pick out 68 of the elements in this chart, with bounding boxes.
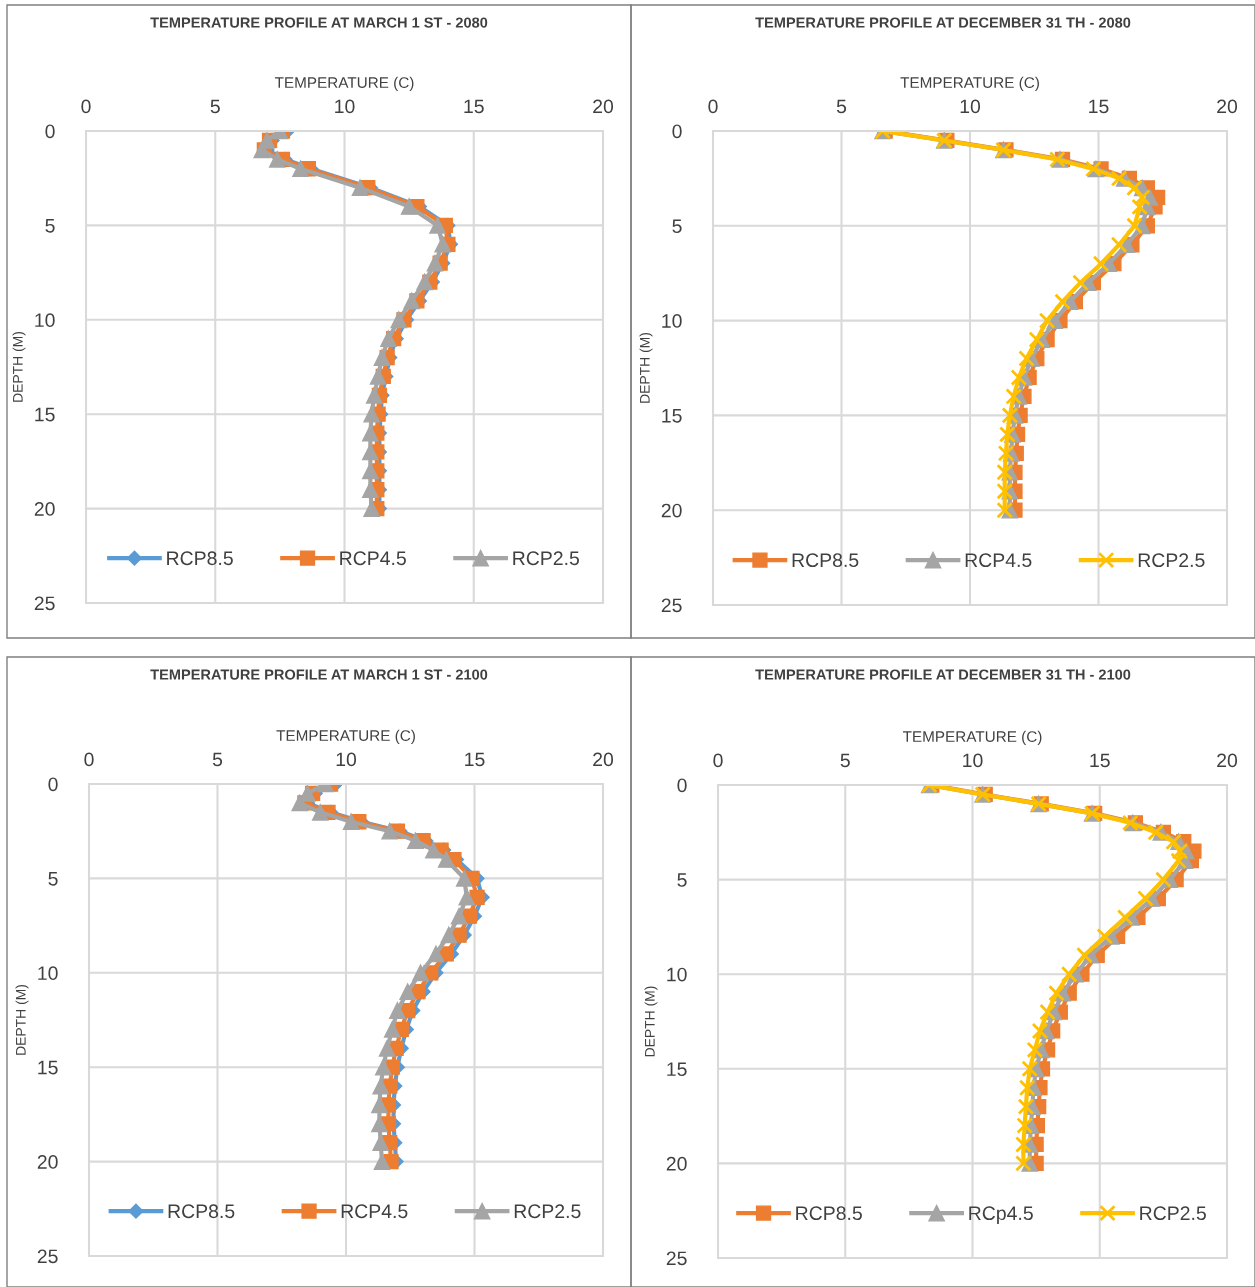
y-tick-label: 25 xyxy=(661,598,682,613)
x-tick-label: 15 xyxy=(1090,753,1110,768)
y-tick-label: 5 xyxy=(48,872,58,886)
x-tick-label: 10 xyxy=(335,99,355,114)
x-tick-label: 10 xyxy=(960,99,981,114)
y-tick-label: 25 xyxy=(34,596,55,611)
legend-label: RCP2.5 xyxy=(513,551,579,566)
y-tick-label: 0 xyxy=(45,124,55,139)
y-tick-label: 10 xyxy=(667,967,687,982)
x-tick-label: 5 xyxy=(840,753,850,768)
x-axis-title: TEMPERATURE (C) xyxy=(274,76,414,92)
chart-title: TEMPERATURE PROFILE AT DECEMBER 31 TH - 2100 xyxy=(755,669,1131,680)
x-tick-label: 15 xyxy=(464,99,484,114)
y-tick-label: 0 xyxy=(48,777,58,792)
legend-label: RCP8.5 xyxy=(792,553,859,568)
legend-label: RCP8.5 xyxy=(168,1204,235,1219)
legend-label: RCP2.5 xyxy=(1138,553,1205,568)
legend-label: RCP4.5 xyxy=(965,553,1032,568)
legend-label: RCP2.5 xyxy=(514,1204,581,1219)
y-tick-label: 15 xyxy=(667,1062,687,1077)
x-axis-title: TEMPERATURE (C) xyxy=(900,76,1039,92)
x-tick-label: 20 xyxy=(593,752,614,767)
x-tick-label: 10 xyxy=(336,752,357,767)
legend-label: RCP8.5 xyxy=(796,1206,862,1221)
y-tick-label: 0 xyxy=(677,778,687,793)
y-tick-label: 20 xyxy=(34,502,55,516)
x-tick-label: 0 xyxy=(81,99,91,114)
y-axis-title: DEPTH (M) xyxy=(639,332,653,403)
x-axis-title: TEMPERATURE (C) xyxy=(276,729,415,745)
x-tick-label: 5 xyxy=(212,752,223,767)
x-tick-label: 15 xyxy=(1089,99,1109,114)
y-tick-label: 10 xyxy=(38,966,58,981)
legend-label: RCP4.5 xyxy=(341,1204,408,1219)
x-tick-label: 20 xyxy=(1217,753,1238,768)
y-tick-label: 10 xyxy=(35,313,55,328)
legend-label: RCP4.5 xyxy=(340,551,406,566)
y-axis-title: DEPTH (M) xyxy=(15,984,29,1055)
legend-label: RCp4.5 xyxy=(969,1206,1033,1224)
x-tick-label: 5 xyxy=(210,99,220,114)
chart-title: TEMPERATURE PROFILE AT DECEMBER 31 TH - 2080 xyxy=(755,17,1131,28)
legend-label: RCP2.5 xyxy=(1140,1206,1206,1221)
y-tick-label: 5 xyxy=(672,219,682,234)
x-tick-label: 10 xyxy=(963,753,983,768)
x-tick-label: 0 xyxy=(713,753,723,768)
y-tick-label: 20 xyxy=(666,1156,687,1171)
x-tick-label: 20 xyxy=(1217,99,1238,114)
y-tick-label: 15 xyxy=(38,1060,58,1075)
x-tick-label: 15 xyxy=(465,752,485,767)
y-tick-label: 25 xyxy=(37,1249,58,1264)
x-tick-label: 20 xyxy=(593,99,614,114)
chart-title: TEMPERATURE PROFILE AT MARCH 1 ST - 2100 xyxy=(150,669,488,680)
y-tick-label: 0 xyxy=(672,124,682,139)
y-tick-label: 25 xyxy=(666,1251,687,1266)
x-axis-title: TEMPERATURE (C) xyxy=(902,730,1042,746)
y-tick-label: 5 xyxy=(45,219,55,233)
y-tick-label: 5 xyxy=(677,873,687,887)
y-axis-title: DEPTH (M) xyxy=(12,331,26,402)
x-tick-label: 0 xyxy=(84,752,94,767)
chart-title: TEMPERATURE PROFILE AT MARCH 1 ST - 2080 xyxy=(150,17,488,28)
y-tick-label: 20 xyxy=(37,1155,58,1169)
x-tick-label: 0 xyxy=(708,99,718,114)
y-axis-title: DEPTH (M) xyxy=(644,986,658,1057)
y-tick-label: 15 xyxy=(662,409,682,423)
y-tick-label: 20 xyxy=(661,503,682,518)
x-tick-label: 5 xyxy=(836,99,847,114)
y-tick-label: 10 xyxy=(662,314,682,328)
y-tick-label: 15 xyxy=(35,407,55,422)
legend-label: RCP8.5 xyxy=(167,551,233,566)
